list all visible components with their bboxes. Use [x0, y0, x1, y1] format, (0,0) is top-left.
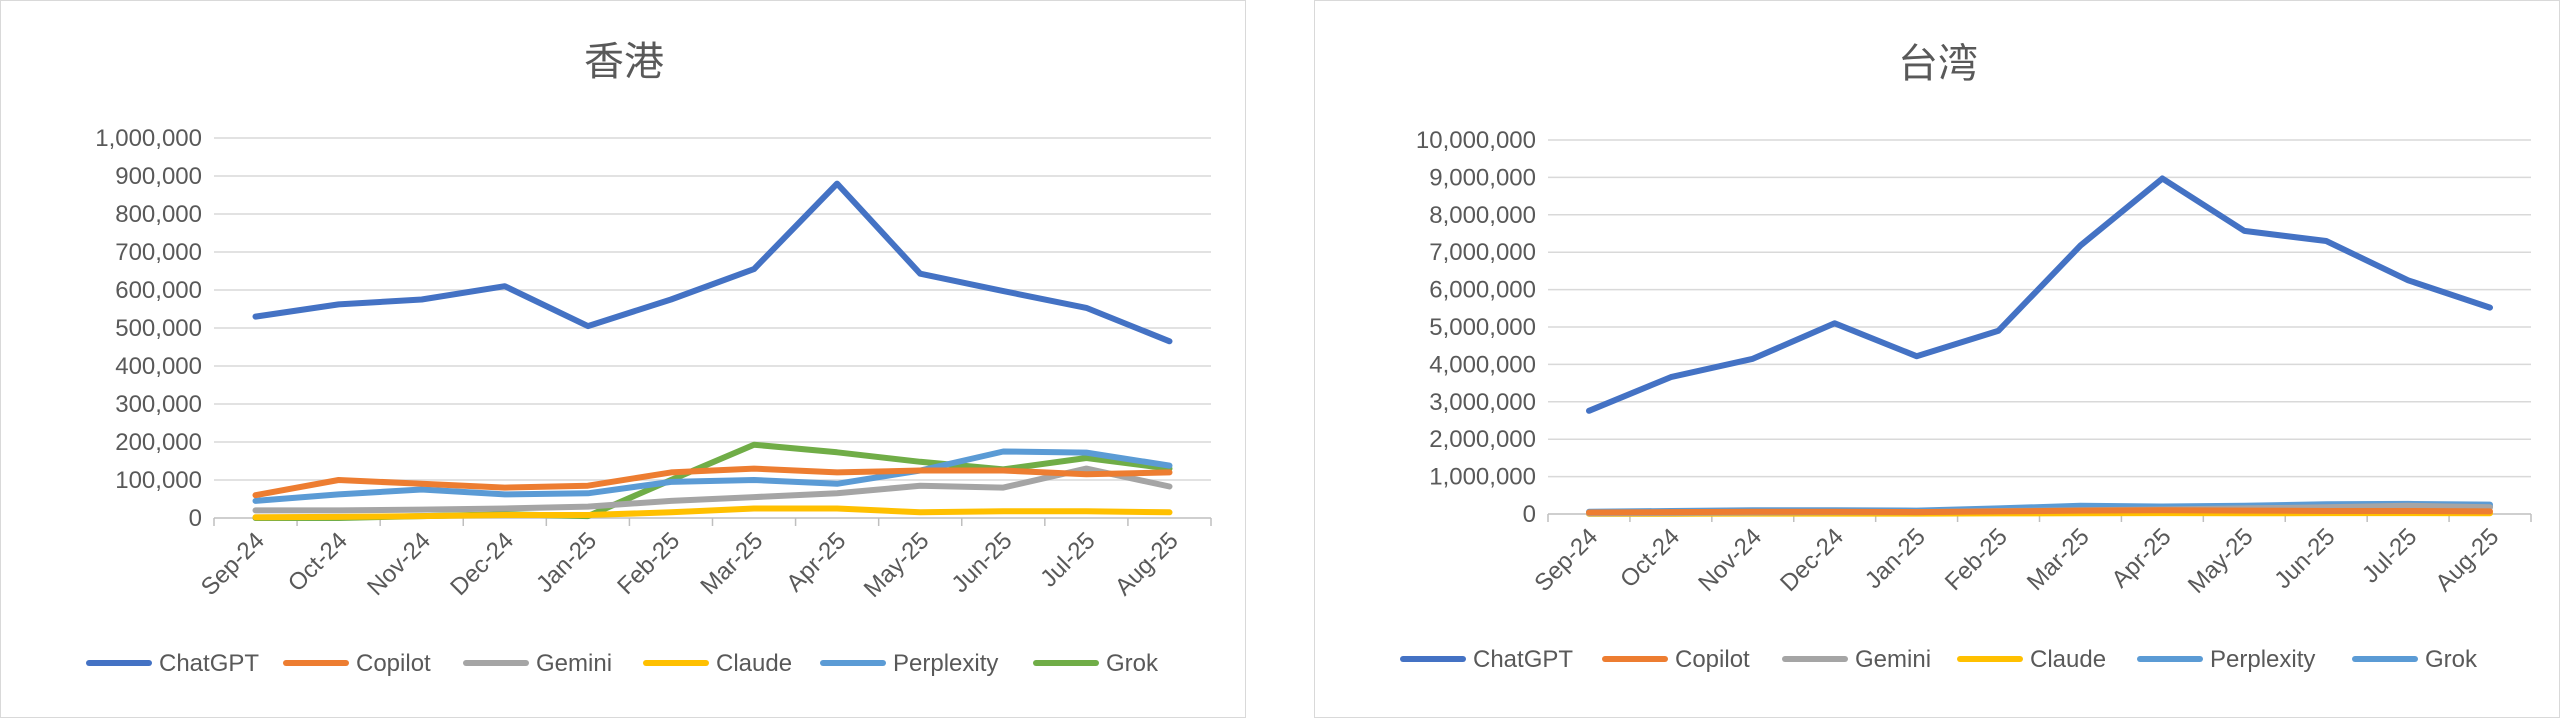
x-tick-label: Jul-25 — [2357, 523, 2422, 588]
y-tick-label: 2,000,000 — [1429, 426, 1536, 453]
legend-label: Gemini — [1855, 646, 1931, 673]
y-tick-label: 200,000 — [115, 429, 202, 456]
y-tick-label: 900,000 — [115, 163, 202, 190]
x-tick-label: Oct-24 — [1615, 523, 1685, 593]
y-tick-label: 800,000 — [115, 201, 202, 228]
x-tick-label: Mar-25 — [2022, 523, 2095, 596]
series-line-gemini — [252, 465, 1173, 514]
series-line-chatgpt — [252, 180, 1173, 345]
legend-label: Claude — [716, 650, 792, 677]
series-lines — [252, 180, 1173, 521]
series-line-chatgpt — [1586, 175, 2493, 414]
x-tick-label: Oct-24 — [283, 527, 353, 597]
legend-label: Grok — [1106, 650, 1159, 677]
legend-label: Perplexity — [893, 650, 998, 677]
x-tick-label: Apr-25 — [781, 527, 851, 597]
y-tick-label: 300,000 — [115, 391, 202, 418]
series-line-copilot — [252, 465, 1173, 499]
chart-title: 香港 — [584, 39, 664, 85]
legend-label: Copilot — [356, 650, 431, 677]
y-axis-ticks: 0 1,000,000 2,000,000 3,000,000 4,000,000 5,0… — [1416, 127, 1536, 528]
x-tick-label: Apr-25 — [2107, 523, 2177, 593]
x-tick-label: Dec-24 — [1775, 523, 1849, 597]
series-line-perplexity — [252, 448, 1173, 504]
chart-hongkong: 香港 0 100,000 200,000 300,000 400,000 500,000 6… — [86, 39, 1212, 677]
legend-label: Grok — [2425, 646, 2478, 673]
x-tick-label: Aug-25 — [2430, 523, 2504, 597]
x-tick-label: Nov-24 — [362, 527, 436, 601]
chart-panel-hongkong: 香港 0 100,000 200,000 300,000 400,000 500,000 6… — [0, 0, 1246, 718]
x-tick-label: May-25 — [859, 527, 935, 603]
x-tick-label: Dec-24 — [445, 527, 519, 601]
x-tick-label: Jul-25 — [1035, 527, 1100, 592]
y-tick-label: 10,000,000 — [1416, 127, 1536, 154]
series-line-copilot — [1586, 507, 2493, 516]
legend: ChatGPT Copilot Gemini Claude Perplexity Grok — [1400, 646, 2478, 673]
y-tick-label: 500,000 — [115, 315, 202, 342]
legend-label: Claude — [2030, 646, 2106, 673]
y-tick-label: 0 — [1523, 501, 1536, 528]
y-tick-label: 7,000,000 — [1429, 239, 1536, 266]
x-tick-label: Jan-25 — [531, 527, 602, 598]
x-axis-ticks: Sep-24 Oct-24 Nov-24 Dec-24 Jan-25 Feb-25 Mar-… — [196, 518, 1212, 603]
x-tick-label: Feb-25 — [1940, 523, 2013, 596]
x-tick-label: Jan-25 — [1860, 523, 1931, 594]
x-tick-label: Sep-24 — [1529, 523, 1603, 597]
y-axis-ticks: 0 100,000 200,000 300,000 400,000 500,000 600,… — [95, 125, 202, 532]
x-tick-label: Sep-24 — [196, 527, 270, 601]
y-tick-label: 1,000,000 — [95, 125, 202, 152]
x-tick-label: May-25 — [2183, 523, 2259, 599]
y-tick-label: 8,000,000 — [1429, 202, 1536, 229]
y-tick-label: 1,000,000 — [1429, 464, 1536, 491]
chart-panel-taiwan: 台湾 0 1,000,000 2,000,000 3,000,000 4,000,000… — [1314, 0, 2560, 718]
legend-label: ChatGPT — [159, 650, 259, 677]
x-tick-label: Jun-25 — [2269, 523, 2340, 594]
series-line-claude — [252, 505, 1173, 521]
y-tick-label: 5,000,000 — [1429, 314, 1536, 341]
chart-title: 台湾 — [1898, 41, 1978, 87]
chart-taiwan: 台湾 0 1,000,000 2,000,000 3,000,000 4,000,000… — [1400, 41, 2532, 673]
y-tick-label: 4,000,000 — [1429, 351, 1536, 378]
y-tick-label: 400,000 — [115, 353, 202, 380]
legend-label: Gemini — [536, 650, 612, 677]
legend-label: ChatGPT — [1473, 646, 1573, 673]
y-tick-label: 600,000 — [115, 277, 202, 304]
y-tick-label: 3,000,000 — [1429, 389, 1536, 416]
x-tick-label: Feb-25 — [612, 527, 685, 600]
legend: ChatGPT Copilot Gemini Claude Perplexity Grok — [86, 650, 1159, 677]
x-tick-label: Mar-25 — [695, 527, 768, 600]
legend-label: Copilot — [1675, 646, 1750, 673]
x-tick-label: Aug-25 — [1110, 527, 1184, 601]
series-lines — [1586, 175, 2493, 517]
legend-label: Perplexity — [2210, 646, 2315, 673]
y-tick-label: 9,000,000 — [1429, 164, 1536, 191]
y-tick-label: 100,000 — [115, 467, 202, 494]
gridlines — [1548, 139, 2531, 515]
y-tick-label: 0 — [189, 505, 202, 532]
x-tick-label: Jun-25 — [947, 527, 1018, 598]
y-tick-label: 700,000 — [115, 239, 202, 266]
y-tick-label: 6,000,000 — [1429, 277, 1536, 304]
x-tick-label: Nov-24 — [1693, 523, 1767, 597]
x-axis-ticks: Sep-24 Oct-24 Nov-24 Dec-24 Jan-25 Feb-25 Mar-… — [1529, 514, 2532, 599]
